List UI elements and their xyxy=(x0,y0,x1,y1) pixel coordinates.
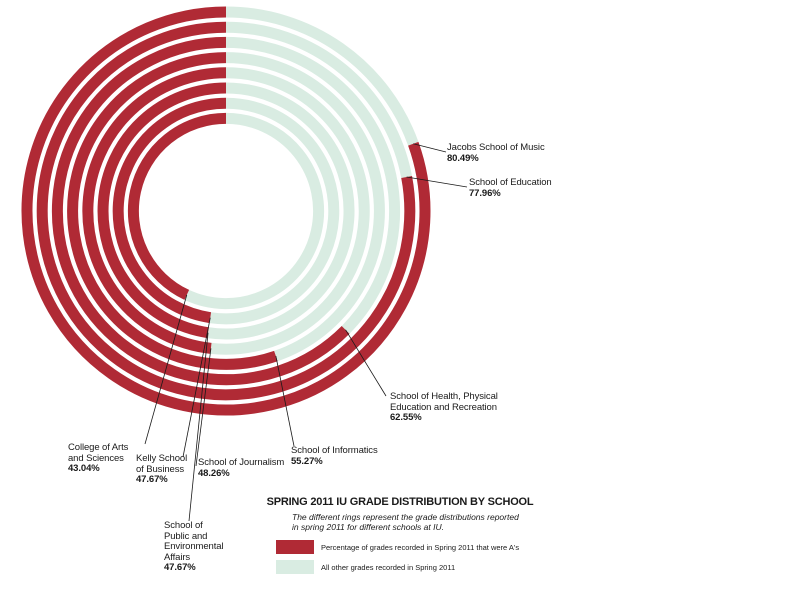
ring-a-arc xyxy=(36,21,416,401)
ring-label-hper: School of Health, Physical Education and… xyxy=(390,391,498,424)
ring-a-arc xyxy=(112,97,227,324)
leader-line xyxy=(406,176,468,188)
leader-line xyxy=(275,355,295,447)
ring-label-education: School of Education 77.96% xyxy=(469,177,552,199)
ring-other-arc xyxy=(207,82,355,340)
ring-label-value: 80.49% xyxy=(447,152,479,164)
ring-label-music: Jacobs School of Music 80.49% xyxy=(447,142,545,164)
ring-label-name: School of Journalism xyxy=(198,457,285,468)
ring-label-name: School of Informatics xyxy=(291,445,378,456)
ring-a-arc xyxy=(127,112,227,300)
ring-a-arc xyxy=(67,52,278,370)
leader-line xyxy=(345,329,387,397)
legend-swatch-red xyxy=(276,540,314,554)
ring-label-spea: School of Public and Environmental Affai… xyxy=(164,520,224,574)
ring-label-name: Jacobs School of Music xyxy=(447,142,545,153)
ring-label-journalism: School of Journalism 48.26% xyxy=(198,457,285,479)
ring-label-value: 48.26% xyxy=(198,467,230,479)
chart-subtitle: The different rings represent the grade … xyxy=(292,512,519,532)
ring-label-value: 62.55% xyxy=(390,412,422,423)
ring-other-arc xyxy=(225,6,419,146)
ring-label-name: School of Health, Physical Education and… xyxy=(390,391,498,413)
leader-lines xyxy=(144,143,468,522)
ring-label-name: School of Education xyxy=(469,177,552,188)
ring-a-arc xyxy=(97,82,227,339)
ring-a-arc xyxy=(21,6,431,416)
ring-label-value: 77.96% xyxy=(469,187,501,199)
ring-other-arc xyxy=(225,36,401,334)
ring-label-name: School of Public and Environmental Affai… xyxy=(164,520,224,563)
ring-other-arc xyxy=(184,112,325,310)
ring-a-arc xyxy=(51,36,350,386)
rings-layer xyxy=(21,6,431,416)
chart-title: SPRING 2011 IU GRADE DISTRIBUTION BY SCH… xyxy=(266,496,534,508)
leader-line xyxy=(188,332,209,522)
ring-other-arc xyxy=(225,52,385,362)
ring-label-value: 43.04% xyxy=(68,463,100,474)
leader-line xyxy=(144,294,188,445)
ring-label-business: Kelly School of Business 47.67% xyxy=(136,453,188,486)
leader-line xyxy=(182,317,211,458)
leader-line xyxy=(413,143,447,153)
leader-line xyxy=(195,348,212,467)
legend-label: All other grades recorded in Spring 2011 xyxy=(321,563,456,572)
ring-label-arts-sciences: College of Arts and Sciences 43.04% xyxy=(68,442,129,475)
ring-label-value: 55.27% xyxy=(291,455,323,467)
legend-swatch-mint xyxy=(276,560,314,574)
ring-other-arc xyxy=(225,21,413,179)
legend-label: Percentage of grades recorded in Spring … xyxy=(321,543,520,552)
ring-other-arc xyxy=(209,97,340,325)
ring-other-arc xyxy=(210,67,370,355)
ring-label-name: Kelly School of Business xyxy=(136,453,188,475)
ring-label-value: 47.67% xyxy=(164,562,196,573)
ring-label-value: 47.67% xyxy=(136,474,168,485)
ring-a-arc xyxy=(82,67,227,354)
ring-label-name: College of Arts and Sciences xyxy=(68,442,129,464)
ring-label-informatics: School of Informatics 55.27% xyxy=(291,445,378,467)
